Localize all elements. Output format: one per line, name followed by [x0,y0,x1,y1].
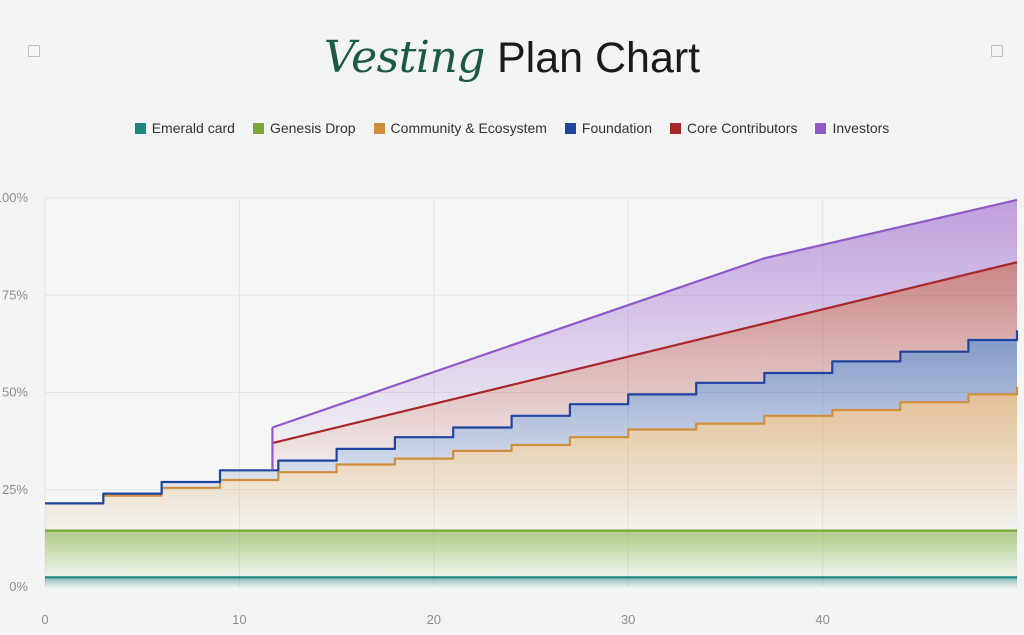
series-area [272,199,1017,444]
series-line [272,198,1018,429]
legend-swatch [373,122,385,134]
corner-checkbox-left[interactable] [28,45,40,57]
legend-item[interactable]: Core Contributors [669,120,798,136]
legend-label: Community & Ecosystem [390,120,547,136]
series-area [45,577,1017,587]
legend-item[interactable]: Investors [815,120,889,136]
legend-swatch [815,122,827,134]
x-tick-label: 10 [232,612,246,627]
legend-item[interactable]: Genesis Drop [252,120,356,136]
legend-item[interactable]: Emerald card [134,120,235,136]
y-tick-label: 25% [2,482,28,497]
y-tick-label: 100% [0,190,28,205]
series-area [272,262,1017,471]
series-line [45,386,1019,505]
x-tick-label: 20 [427,612,441,627]
chart-legend: Emerald card Genesis Drop Community & Ecos… [0,120,1024,136]
chart-title: Vesting Plan Chart [0,32,1024,83]
y-tick-label: 75% [2,287,28,302]
legend-swatch [134,122,146,134]
y-tick-label: 0% [9,579,28,594]
series-line [272,261,1018,445]
legend-label: Emerald card [151,120,235,136]
series-line [45,330,1019,505]
legend-label: Foundation [581,120,652,136]
series-area [45,530,1017,578]
legend-label: Core Contributors [686,120,798,136]
x-tick-label: 0 [41,612,48,627]
legend-item[interactable]: Foundation [564,120,652,136]
legend-swatch [564,122,576,134]
chart-title-rest: Plan Chart [496,34,701,82]
chart-title-accent: Vesting [323,32,486,83]
legend-label: Genesis Drop [269,120,356,136]
legend-item[interactable]: Community & Ecosystem [373,120,547,136]
legend-swatch [669,122,681,134]
legend-swatch [252,122,264,134]
corner-checkbox-right[interactable] [991,45,1003,57]
axis-layer: 0% 25% 50% 75% 100% 0 10 20 30 40 [0,190,830,627]
x-tick-label: 30 [621,612,635,627]
legend-label: Investors [832,120,890,136]
series-area [45,386,1017,531]
y-tick-label: 50% [2,385,28,400]
x-tick-label: 40 [815,612,829,627]
line-layer [45,198,1019,579]
